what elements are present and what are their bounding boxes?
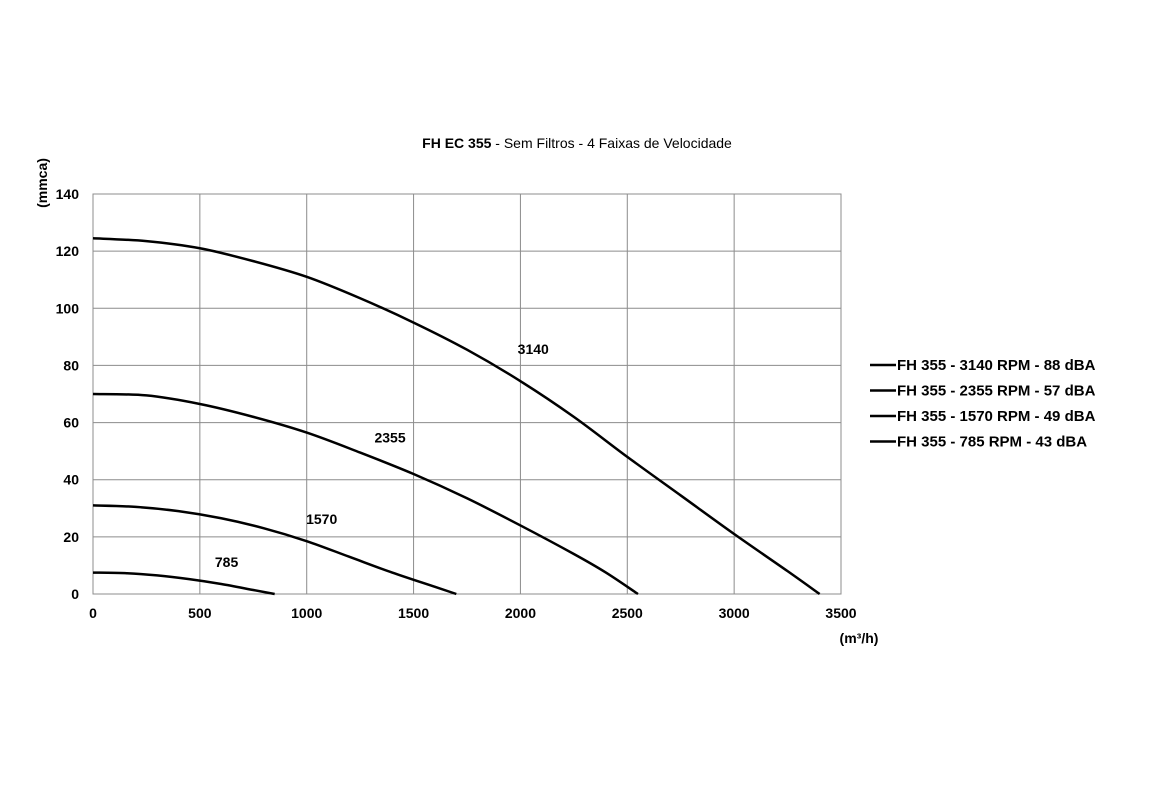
- x-tick-label: 3000: [719, 605, 750, 621]
- legend-entry: FH 355 - 2355 RPM - 57 dBA: [897, 383, 1096, 400]
- x-axis-ticks: 0 500 1000 1500 2000 2500 3000 3500: [89, 605, 857, 621]
- y-tick-label: 140: [56, 186, 80, 202]
- chart-title-bold: FH EC 355: [422, 135, 491, 151]
- y-tick-label: 40: [63, 472, 79, 488]
- y-axis-label: (mmca): [34, 158, 50, 208]
- grid: [92, 193, 842, 595]
- curve-label-785: 785: [215, 554, 239, 570]
- x-tick-label: 1000: [291, 605, 322, 621]
- legend-entry: FH 355 - 3140 RPM - 88 dBA: [897, 357, 1096, 374]
- curve-label-2355: 2355: [374, 430, 405, 446]
- y-tick-label: 100: [56, 300, 80, 316]
- x-tick-label: 2000: [505, 605, 536, 621]
- y-tick-label: 20: [63, 529, 79, 545]
- y-axis-ticks: 0 20 40 60 80 100 120 140: [56, 186, 80, 602]
- x-tick-label: 1500: [398, 605, 429, 621]
- x-axis-label: (m³/h): [840, 630, 879, 646]
- curve-labels: 3140 2355 1570 785: [215, 341, 549, 570]
- legend-entry: FH 355 - 1570 RPM - 49 dBA: [897, 408, 1096, 425]
- chart-title-rest: - Sem Filtros - 4 Faixas de Velocidade: [491, 135, 732, 151]
- y-tick-label: 0: [71, 586, 79, 602]
- curve-label-3140: 3140: [518, 341, 549, 357]
- curve-label-1570: 1570: [306, 511, 337, 527]
- legend: FH 355 - 3140 RPM - 88 dBA FH 355 - 2355 …: [870, 357, 1096, 451]
- y-tick-label: 80: [63, 357, 79, 373]
- series-line-3140: [92, 237, 821, 596]
- series-line-1570: [92, 504, 457, 596]
- x-tick-label: 0: [89, 605, 97, 621]
- series-line-2355: [92, 392, 639, 596]
- plot-area-border: [92, 193, 842, 595]
- y-tick-label: 120: [56, 243, 80, 259]
- series-line-785: [92, 571, 275, 596]
- x-tick-label: 500: [188, 605, 212, 621]
- x-tick-label: 2500: [612, 605, 643, 621]
- x-tick-label: 3500: [825, 605, 856, 621]
- y-tick-label: 60: [63, 415, 79, 431]
- series-curves: [92, 237, 821, 596]
- legend-entry: FH 355 - 785 RPM - 43 dBA: [897, 434, 1087, 451]
- chart-title: FH EC 355 - Sem Filtros - 4 Faixas de Ve…: [422, 135, 732, 151]
